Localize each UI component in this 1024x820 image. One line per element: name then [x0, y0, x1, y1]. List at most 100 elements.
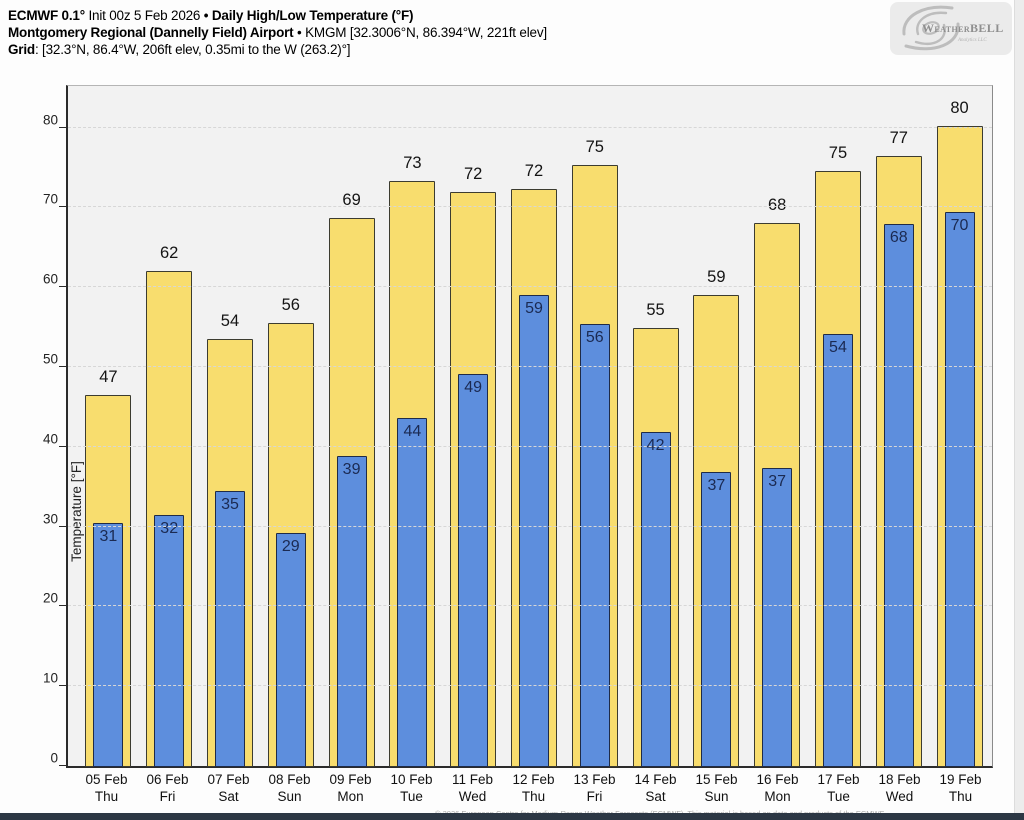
x-axis-date: 17 Feb	[817, 772, 860, 787]
x-axis-day: Wed	[885, 788, 914, 804]
x-axis-date: 08 Feb	[268, 772, 311, 787]
x-axis-date: 19 Feb	[939, 772, 982, 787]
header-line-1: ECMWF 0.1° Init 00z 5 Feb 2026 • Daily H…	[8, 8, 414, 23]
y-axis-tick-label: 80	[42, 112, 58, 128]
day-bar-group: 73 44	[382, 86, 443, 767]
low-temp-bar	[275, 533, 306, 767]
x-axis-day: Fri	[159, 788, 176, 804]
y-axis-tick-label: 60	[42, 271, 58, 287]
y-axis-tick-mark	[59, 685, 66, 687]
x-axis-label: 10 Feb Tue	[381, 772, 442, 805]
high-value-label: 59	[707, 268, 726, 287]
day-bar-group: 68 37	[747, 86, 808, 767]
high-value-label: 54	[220, 311, 240, 330]
low-temp-bar	[336, 455, 367, 767]
x-axis-label: 15 Feb Sun	[686, 772, 747, 805]
high-value-label: 56	[281, 295, 300, 314]
x-axis-label: 07 Feb Sat	[198, 772, 259, 805]
bars-row: 47 31 62 32 54 35 56 29 69 39 73 44 72 49 72 59 75 56 55 42…	[68, 86, 992, 767]
day-bar-group: 62 32	[139, 86, 200, 767]
day-bar-group: 54 35	[200, 86, 261, 767]
high-value-label: 55	[646, 301, 665, 320]
high-value-label: 72	[463, 164, 483, 183]
x-axis-date: 15 Feb	[695, 772, 738, 787]
chart-header: ECMWF 0.1° Init 00z 5 Feb 2026 • Daily H…	[8, 7, 547, 58]
low-temp-bar	[214, 490, 245, 767]
low-temp-bar	[822, 333, 853, 767]
gridline	[68, 445, 992, 447]
day-bar-group: 72 49	[443, 86, 504, 767]
x-axis-label: 13 Feb Fri	[564, 772, 625, 805]
x-axis-label: 12 Feb Thu	[503, 772, 564, 805]
x-axis-label: 14 Feb Sat	[625, 772, 686, 805]
model-name: ECMWF 0.1°	[8, 8, 85, 23]
grid-details: : [32.3°N, 86.4°W, 206ft elev, 0.35mi to…	[34, 42, 351, 57]
chart-plot-area: Temperature [°F] 47 31 62 32 54 35 56 29 69 39 73 4…	[43, 85, 993, 768]
station-name: Montgomery Regional (Dannelly Field) Air…	[8, 25, 294, 40]
x-axis-label: 11 Feb Wed	[442, 772, 503, 805]
station-details: • KMGM [32.3006°N, 86.394°W, 221ft elev]	[293, 25, 547, 40]
high-value-label: 75	[828, 143, 848, 162]
scrollbar[interactable]	[1014, 0, 1024, 820]
low-value-label: 42	[646, 436, 665, 454]
x-axis-day: Thu	[948, 788, 973, 804]
x-axis-label: 17 Feb Tue	[808, 772, 869, 805]
low-value-label: 32	[160, 519, 179, 537]
x-axis-labels: 05 Feb Thu 06 Feb Fri 07 Feb Sat 08 Feb Sun 09 F…	[66, 772, 993, 805]
x-axis-day: Tue	[400, 788, 423, 804]
low-value-label: 29	[281, 538, 300, 556]
header-line-3: Grid: [32.3°N, 86.4°W, 206ft elev, 0.35m…	[8, 41, 547, 58]
x-axis-day: Sat	[218, 788, 239, 804]
chart-title: • Daily High/Low Temperature (°F)	[203, 8, 414, 23]
x-axis-day: Sun	[704, 788, 729, 804]
y-axis-tick-mark	[59, 206, 66, 208]
y-axis-tick-mark	[59, 765, 66, 766]
day-bar-group: 77 68	[868, 86, 929, 767]
low-value-label: 49	[464, 378, 483, 396]
day-bar-group: 55 42	[625, 86, 686, 767]
low-temp-bar	[458, 373, 489, 767]
y-axis-tick-label: 10	[42, 670, 58, 686]
day-bar-group: 56 29	[260, 86, 321, 767]
header-line-2: Montgomery Regional (Dannelly Field) Air…	[8, 24, 547, 41]
low-value-label: 70	[950, 217, 969, 235]
x-axis-date: 12 Feb	[512, 772, 555, 787]
low-value-label: 59	[525, 300, 543, 318]
low-temp-bar	[518, 295, 549, 767]
x-axis-day: Tue	[827, 788, 850, 804]
x-axis-date: 11 Feb	[451, 772, 494, 787]
high-value-label: 75	[585, 138, 604, 157]
gridline	[68, 206, 992, 208]
day-bar-group: 75 56	[564, 86, 625, 767]
low-value-label: 44	[403, 423, 422, 441]
x-axis-date: 09 Feb	[329, 772, 372, 787]
x-axis-day: Thu	[521, 788, 546, 804]
y-axis-tick-label: 40	[42, 431, 58, 447]
y-axis-tick-mark	[59, 525, 66, 527]
y-axis-tick-mark	[59, 126, 66, 128]
x-axis-date: 13 Feb	[573, 772, 616, 787]
x-axis-day: Wed	[458, 788, 487, 804]
low-temp-bar	[154, 514, 185, 767]
low-temp-bar	[944, 212, 975, 767]
low-temp-bar	[883, 224, 914, 767]
low-temp-bar	[762, 467, 793, 767]
y-axis-tick-label: 20	[42, 590, 58, 606]
low-value-label: 39	[342, 460, 361, 478]
weatherbell-logo: WeatherBELL Analytics LLC	[890, 2, 1012, 55]
day-bar-group: 72 59	[504, 86, 565, 767]
y-axis-tick-mark	[59, 605, 66, 607]
x-axis-label: 18 Feb Wed	[869, 772, 930, 805]
x-axis-label: 16 Feb Mon	[747, 772, 808, 805]
day-bar-group: 69 39	[321, 86, 382, 767]
y-axis-tick-label: 50	[42, 351, 58, 367]
low-temp-bar	[640, 431, 671, 767]
day-bar-group: 59 37	[686, 86, 747, 767]
low-value-label: 56	[585, 329, 604, 347]
gridline	[68, 525, 992, 527]
low-temp-bar	[579, 324, 610, 767]
hurricane-swirl-icon: WeatherBELL Analytics LLC	[902, 5, 1003, 51]
y-axis-tick-label: 0	[50, 750, 58, 766]
day-bar-group: 47 31	[78, 86, 139, 767]
x-axis-day: Sun	[277, 788, 302, 804]
